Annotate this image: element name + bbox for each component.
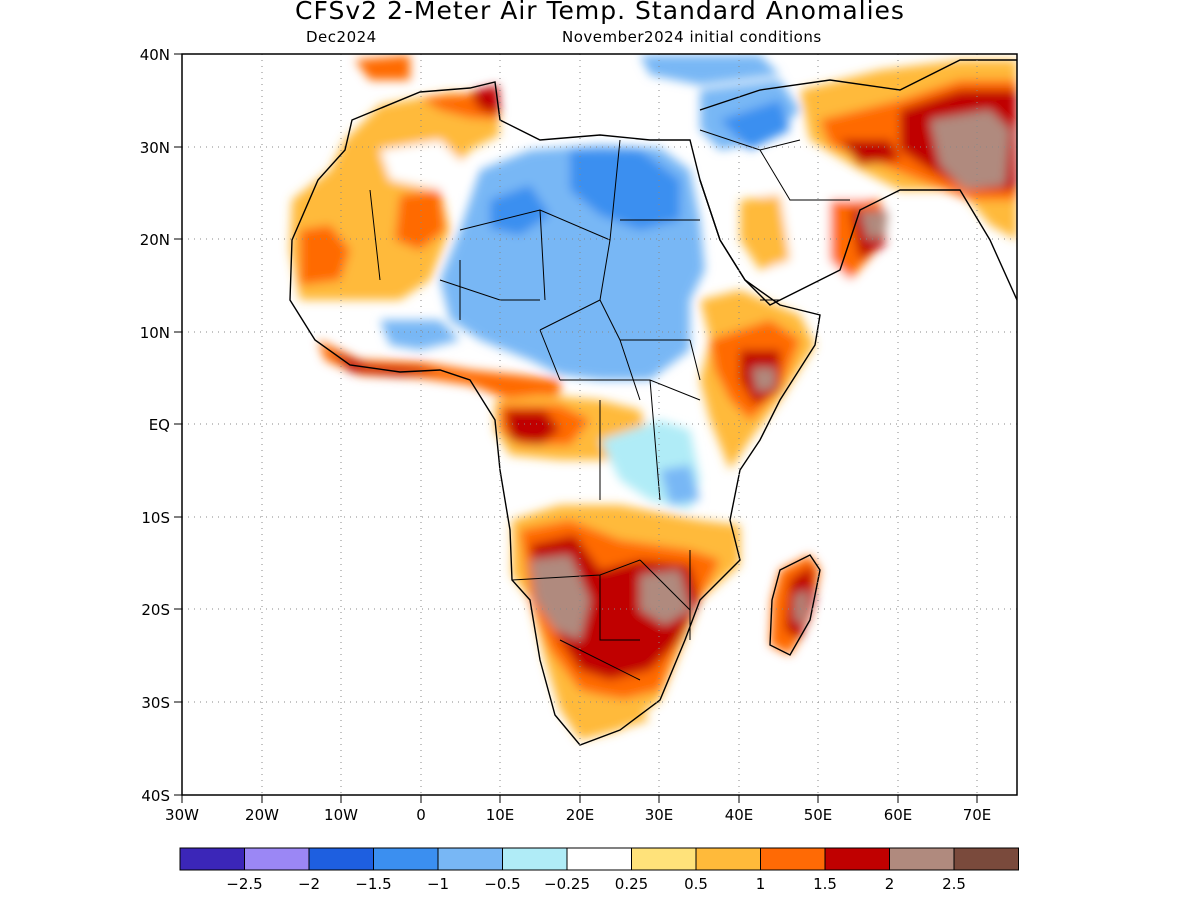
lon-tick-label: 10E <box>486 806 515 824</box>
lat-tick-label: 30N <box>140 139 170 157</box>
africa-coastline <box>289 81 821 746</box>
legend-swatch <box>631 847 697 871</box>
lat-tick-label: 20N <box>140 231 170 249</box>
chart-title: CFSv2 2-Meter Air Temp. Standard Anomali… <box>295 0 905 25</box>
lat-tick-label: EQ <box>149 416 170 434</box>
lon-tick-label: 30W <box>165 806 199 824</box>
legend-swatch <box>308 847 374 871</box>
legend-swatch <box>824 847 890 871</box>
legend-label: −0.25 <box>544 875 590 893</box>
legend-label: 2 <box>885 875 895 893</box>
legend-swatch <box>244 847 310 871</box>
lon-tick-label: 40E <box>725 806 754 824</box>
lon-tick-label: 0 <box>416 806 426 824</box>
lon-tick-label: 20W <box>245 806 279 824</box>
lat-tick-label: 30S <box>141 694 170 712</box>
arabia-coastline <box>699 59 1017 306</box>
legend-swatch <box>953 847 1019 871</box>
lon-tick-label: 50E <box>804 806 833 824</box>
legend-swatch <box>695 847 761 871</box>
legend-label: −1.5 <box>355 875 391 893</box>
lon-tick-label: 10W <box>324 806 358 824</box>
lon-tick-label: 60E <box>884 806 913 824</box>
legend-label: −2 <box>298 875 320 893</box>
initial-conditions: November2024 initial conditions <box>562 28 822 46</box>
legend-label: −2.5 <box>226 875 262 893</box>
lat-tick-label: 10N <box>140 324 170 342</box>
legend-label: 0.5 <box>684 875 708 893</box>
madagascar-coastline <box>769 554 821 656</box>
legend-swatch <box>889 847 955 871</box>
legend-label: 1 <box>756 875 766 893</box>
lat-tick-label: 10S <box>141 509 170 527</box>
legend-label: 2.5 <box>942 875 966 893</box>
country-borders <box>369 129 850 681</box>
lat-tick-label: 40N <box>140 46 170 64</box>
legend-swatch <box>179 847 245 871</box>
legend-label: −1 <box>427 875 449 893</box>
forecast-month: Dec2024 <box>306 28 377 46</box>
legend-swatch <box>566 847 632 871</box>
anomaly-field <box>289 55 1017 746</box>
anomaly-shading <box>290 55 1017 740</box>
tick-marks <box>174 53 978 803</box>
legend-label: 0.25 <box>615 875 648 893</box>
legend-swatch <box>502 847 568 871</box>
legend-swatch <box>437 847 503 871</box>
lon-tick-label: 20E <box>566 806 595 824</box>
lat-tick-label: 20S <box>141 601 170 619</box>
color-legend: −2.5 −2 −1.5 −1 −0.5 −0.25 0.25 0.5 1 1.5 2 2.5 <box>179 847 1019 893</box>
legend-swatch <box>373 847 439 871</box>
legend-label: −0.5 <box>484 875 520 893</box>
legend-swatch <box>760 847 826 871</box>
lat-tick-label: 40S <box>141 787 170 805</box>
lon-tick-label: 30E <box>645 806 674 824</box>
legend-label: 1.5 <box>813 875 837 893</box>
lon-tick-label: 70E <box>963 806 992 824</box>
